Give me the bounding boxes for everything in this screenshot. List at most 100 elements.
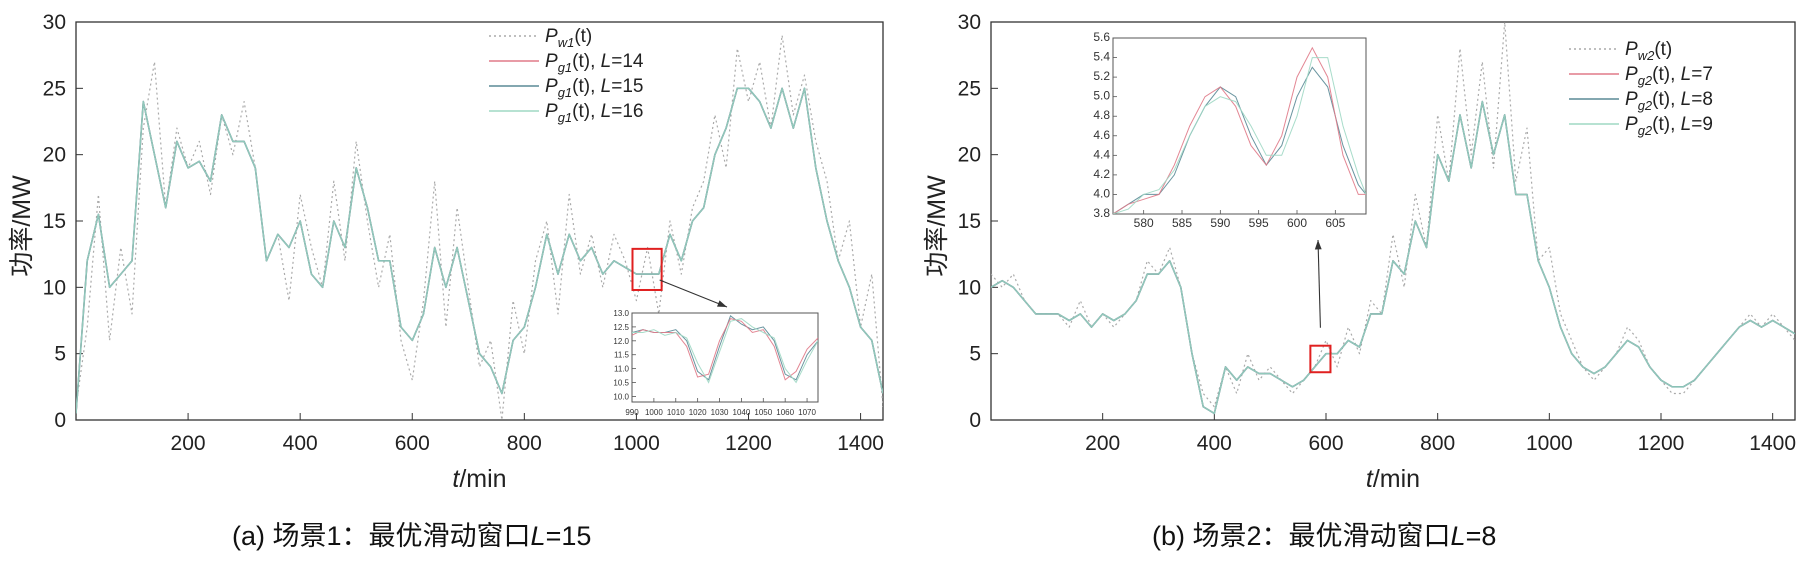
x-tick-label: 600	[1308, 432, 1343, 455]
legend-entry-part: (t)	[1654, 39, 1672, 60]
x-tick-label: 600	[395, 432, 430, 455]
inset-y-tick-label: 4.2	[1093, 167, 1110, 181]
x-tick-label: 400	[1197, 432, 1232, 455]
legend-entry: Pw2(t)	[1625, 39, 1672, 63]
inset-x-tick-label: 990	[625, 408, 639, 417]
chart-panel-b: 200 400 600 800 1000 1200 1400 0 5 10 15 20 25 30 t/mi…	[923, 11, 1796, 551]
inset-x-tick-label: 1060	[776, 408, 794, 417]
inset-x-tick-label: 585	[1172, 216, 1192, 230]
inset-y-tick-label: 12.0	[613, 337, 629, 346]
panel-caption-part: (b) 场景2：最优滑动窗口	[1152, 521, 1451, 551]
legend-entry-part: g1	[558, 85, 572, 100]
x-axis-label-unit: /min	[459, 465, 506, 493]
x-tick-label: 800	[1420, 432, 1455, 455]
inset-y-tick-label: 12.5	[613, 323, 629, 332]
inset-y-tick-label: 5.6	[1093, 30, 1110, 44]
legend-entry-part: g2	[1638, 123, 1653, 138]
inset-y-tick-label: 4.0	[1093, 186, 1110, 200]
panel-caption-part: =8	[1466, 521, 1497, 551]
legend-entry: Pg1(t), L=16	[545, 101, 643, 125]
y-tick-label: 30	[958, 11, 981, 34]
y-tick-label: 20	[958, 144, 981, 167]
zoom-arrow	[1314, 239, 1322, 328]
legend-entry: Pg2(t), L=7	[1625, 64, 1713, 88]
x-axis-label-var: t	[452, 465, 460, 493]
inset-y-tick-label: 13.0	[613, 309, 629, 318]
legend-entry: Pg2(t), L=9	[1625, 114, 1713, 138]
y-tick-label: 5	[969, 343, 981, 366]
inset-y-tick-label: 5.4	[1093, 50, 1110, 64]
series-group	[76, 34, 883, 420]
legend-entry-part: P	[1625, 89, 1638, 110]
panel-caption: (b) 场景2：最优滑动窗口L=8	[1152, 521, 1496, 551]
x-tick-label: 200	[1085, 432, 1120, 455]
legend-entry-part: P	[545, 51, 558, 72]
x-axis-label: t/min	[452, 465, 506, 493]
panel-caption-part: =15	[546, 521, 592, 551]
series-line-0	[76, 34, 883, 420]
legend-entry: Pw1(t)	[545, 26, 592, 50]
inset-x-tick-label: 605	[1325, 216, 1345, 230]
zoom-highlight-box	[631, 247, 663, 291]
x-axis-label-unit: /min	[1373, 465, 1420, 493]
series-line-3	[991, 100, 1795, 415]
legend-entry-part: P	[1625, 64, 1638, 85]
inset-x-tick-label: 1020	[689, 408, 707, 417]
legend-entry-part: g2	[1638, 73, 1653, 88]
y-tick-label: 5	[54, 343, 66, 366]
inset-x-tick-label: 580	[1134, 216, 1154, 230]
x-tick-label: 1000	[1526, 432, 1573, 455]
legend-entry-part: (t),	[572, 51, 601, 72]
inset-x-tick-label: 1000	[645, 408, 663, 417]
inset-series-line-2	[1113, 57, 1366, 214]
y-tick-label: 20	[43, 144, 66, 167]
legend-entry-part: (t),	[1652, 89, 1681, 110]
y-tick-label: 25	[958, 77, 981, 100]
y-tick-label: 15	[958, 210, 981, 233]
x-tick-label: 1200	[1638, 432, 1685, 455]
panel-caption-part: L	[531, 521, 546, 551]
legend-entry-part: w2	[1638, 48, 1655, 63]
series-line-2	[991, 100, 1795, 415]
inset-series-line-1	[1113, 46, 1366, 214]
inset-y-tick-label: 11.5	[614, 351, 630, 360]
y-axis-label: 功率/MW	[8, 175, 36, 277]
inset-series-line-0	[1113, 66, 1366, 214]
y-tick-label: 10	[958, 276, 981, 299]
legend-entry: Pg1(t), L=15	[545, 76, 643, 100]
y-axis-label: 功率/MW	[923, 175, 951, 277]
legend-entry-part: g2	[1638, 98, 1653, 113]
y-tick-label: 25	[43, 77, 66, 100]
zoom-arrow-head	[1314, 240, 1322, 250]
inset-x-tick-label: 600	[1287, 216, 1307, 230]
x-axis-label: t/min	[1366, 465, 1420, 493]
inset-y-tick-label: 10.5	[613, 379, 629, 388]
zoom-arrow	[659, 279, 728, 308]
legend-entry-part: P	[1625, 114, 1638, 135]
x-tick-label: 1400	[837, 432, 884, 455]
inset-y-tick-label: 4.6	[1093, 128, 1110, 142]
legend-entry-part: w1	[558, 35, 575, 50]
inset-frame	[631, 312, 819, 403]
inset-frame	[1112, 37, 1367, 215]
inset-x-tick-label: 1010	[667, 408, 685, 417]
inset-chart: 580 585 590 595 600 605 3.8 4.0 4.2 4.4 4.6 4.8 5.0 5…	[1093, 30, 1367, 230]
legend-entry-part: (t),	[572, 101, 601, 122]
inset-y-tick-label: 5.0	[1093, 89, 1110, 103]
inset-x-tick-label: 595	[1249, 216, 1269, 230]
inset-x-tick-label: 1050	[754, 408, 772, 417]
inset-y-tick-label: 4.8	[1093, 108, 1110, 122]
legend-entry-part: P	[545, 76, 558, 97]
panel-caption-part: (a) 场景1：最优滑动窗口	[232, 521, 531, 551]
zoom-arrow-head	[717, 300, 727, 307]
y-tick-label: 0	[969, 409, 981, 432]
zoom-arrow-line	[1317, 239, 1321, 328]
inset-x-tick-label: 1030	[711, 408, 729, 417]
legend-entry-part: (t),	[572, 76, 601, 97]
inset-x-tick-label: 590	[1210, 216, 1230, 230]
legend-entry-part: (t),	[1652, 64, 1681, 85]
x-tick-label: 400	[283, 432, 318, 455]
legend-entry-part: g1	[558, 110, 572, 125]
